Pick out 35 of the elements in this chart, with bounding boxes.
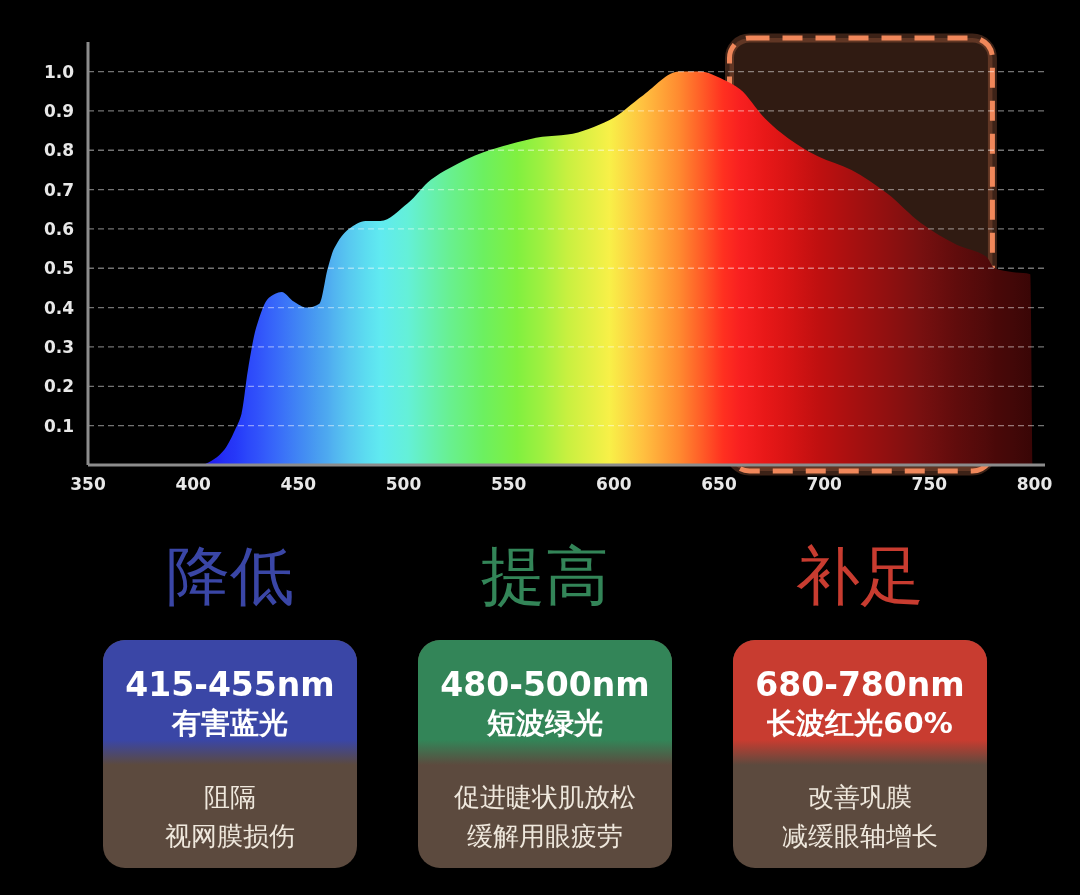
y-tick-label: 0.1 bbox=[43, 415, 74, 436]
text: 长波红光60% bbox=[766, 706, 953, 740]
text: 阻隔 bbox=[204, 782, 256, 812]
y-tick-label: 0.6 bbox=[43, 218, 74, 239]
text: 680-780nm bbox=[755, 664, 965, 704]
x-tick-label: 350 bbox=[70, 474, 106, 494]
x-tick-label: 800 bbox=[1016, 474, 1053, 494]
y-tick-label: 0.2 bbox=[43, 376, 74, 397]
y-tick-label: 0.9 bbox=[43, 100, 74, 121]
text: 促进睫状肌放松 bbox=[454, 782, 636, 812]
x-tick-label: 550 bbox=[490, 474, 527, 494]
text: 降低 bbox=[166, 539, 294, 613]
y-tick-label: 0.8 bbox=[43, 140, 74, 161]
text: 改善巩膜 bbox=[808, 782, 912, 812]
text: 有害蓝光 bbox=[171, 706, 288, 740]
y-tick-label: 0.3 bbox=[43, 336, 74, 357]
x-tick-label: 700 bbox=[806, 474, 843, 494]
x-tick-label: 400 bbox=[175, 474, 212, 494]
text: 视网膜损伤 bbox=[165, 821, 295, 851]
x-tick-label: 600 bbox=[596, 474, 632, 494]
x-tick-label: 500 bbox=[385, 474, 422, 494]
y-tick-label: 0.5 bbox=[43, 258, 74, 279]
x-tick-label: 750 bbox=[911, 474, 948, 494]
text: 缓解用眼疲劳 bbox=[467, 821, 623, 851]
y-tick-label: 0.4 bbox=[43, 297, 75, 318]
text: 480-500nm bbox=[440, 664, 650, 704]
x-tick-label: 450 bbox=[280, 474, 317, 494]
text: 短波绿光 bbox=[486, 706, 603, 740]
x-tick-label: 650 bbox=[701, 474, 737, 494]
text: 减缓眼轴增长 bbox=[782, 821, 938, 851]
y-tick-label: 0.7 bbox=[43, 179, 74, 200]
y-tick-label: 1.0 bbox=[43, 61, 75, 82]
text: 415-455nm bbox=[125, 664, 335, 704]
text: 补足 bbox=[796, 539, 924, 613]
text: 提高 bbox=[481, 539, 609, 613]
